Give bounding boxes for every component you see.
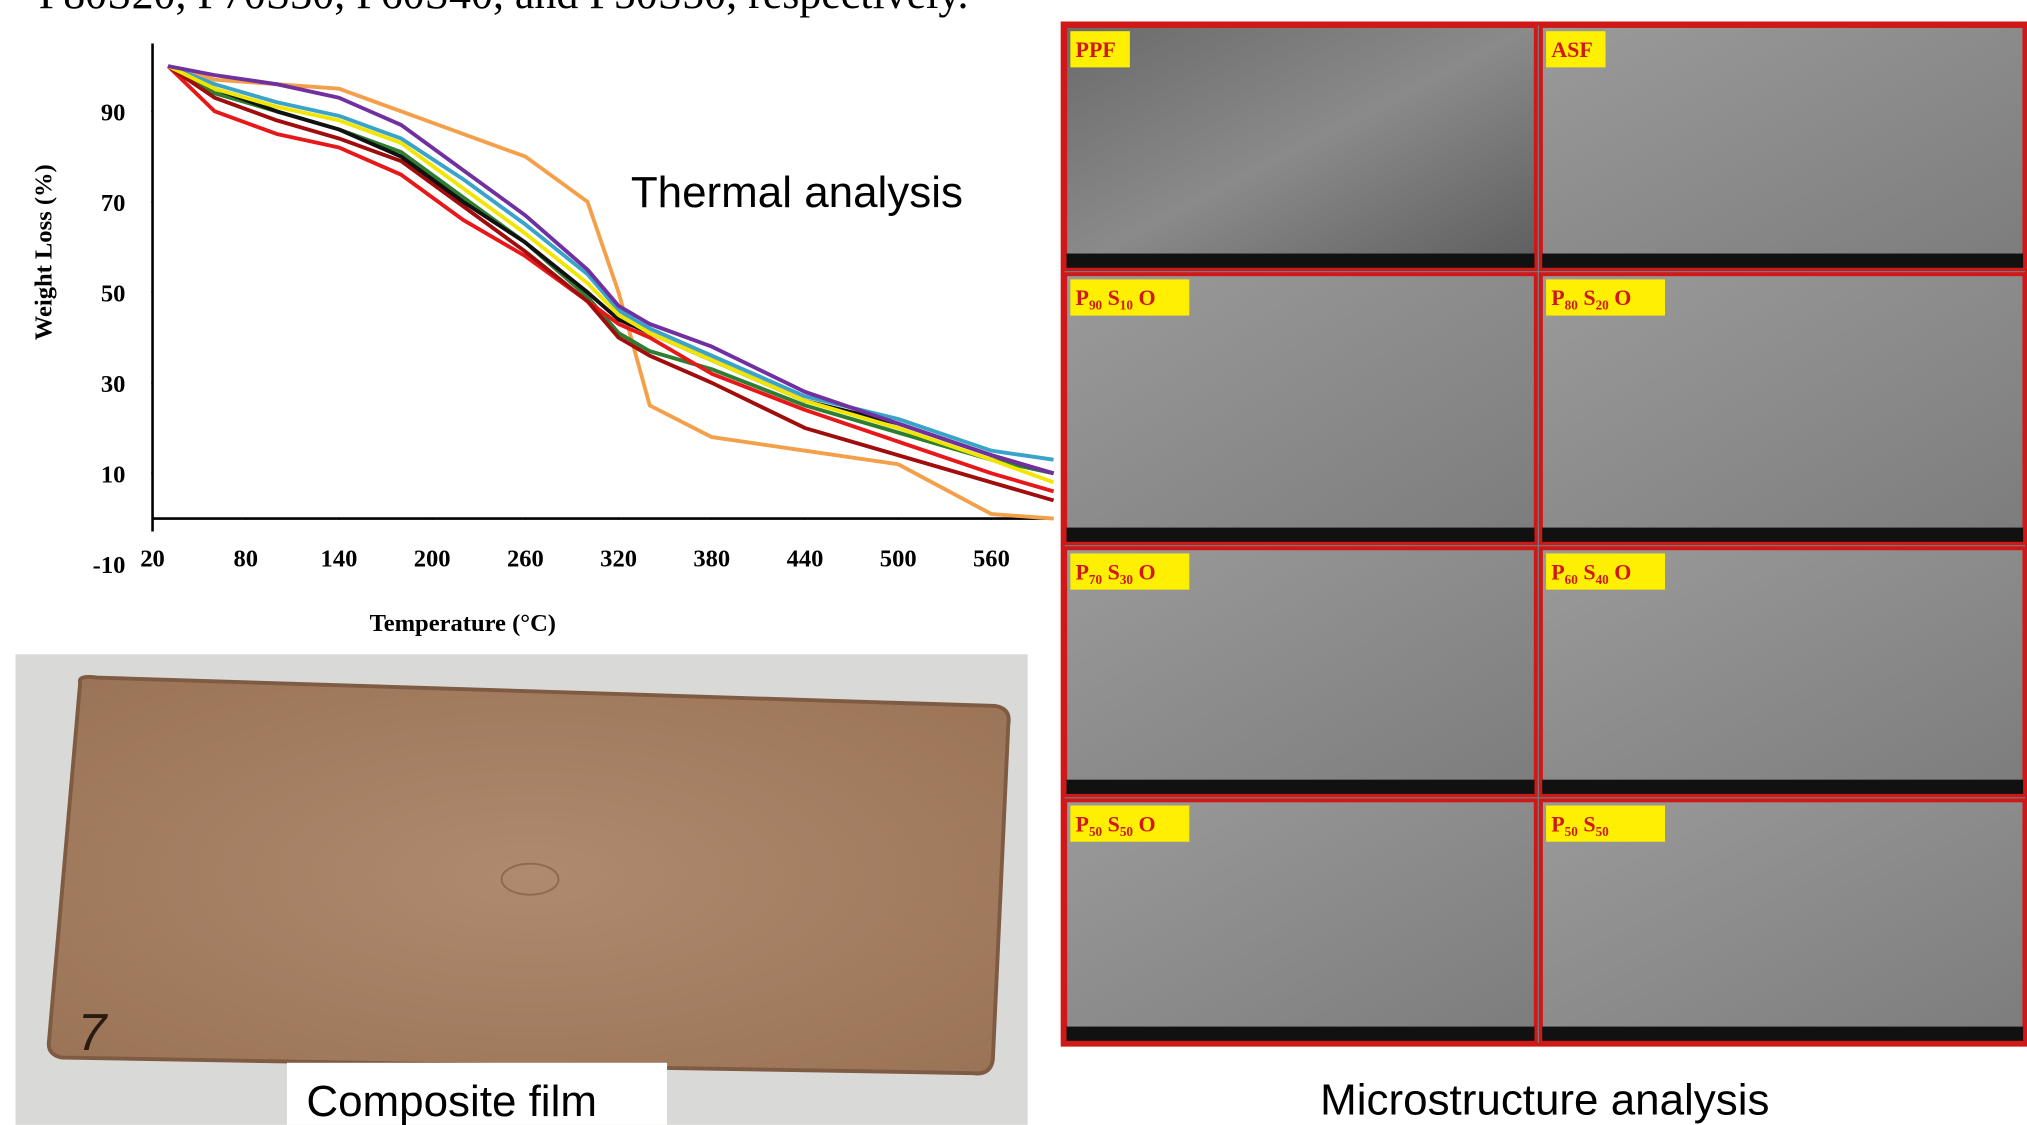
y-axis-title: Weight Loss (%) <box>31 164 58 340</box>
sem-info-bar <box>1542 1027 2023 1041</box>
film-mark: 7 <box>78 1003 109 1061</box>
x-tick-label: 320 <box>600 545 637 572</box>
x-tick-label: 260 <box>507 545 544 572</box>
sem-image <box>1541 26 2024 269</box>
y-tick-label: 50 <box>101 280 126 307</box>
sem-label: P₆₀ S₄₀ O <box>1551 559 1631 584</box>
x-tick-label: 560 <box>973 545 1010 572</box>
caption: Microstructure analysis <box>1320 1075 1769 1124</box>
sem-info-bar <box>1067 1027 1535 1041</box>
sem-info-bar <box>1067 528 1535 542</box>
sem-label: P₈₀ S₂₀ O <box>1551 285 1631 310</box>
thermal-chart: Weight Loss (%) Temperature (°C) Thermal… <box>31 43 1054 637</box>
film-photo: 7 Composite film <box>16 654 1028 1125</box>
sem-label: P₅₀ S₅₀ <box>1551 811 1609 836</box>
x-tick-label: 20 <box>140 545 165 572</box>
series-line <box>168 66 1054 460</box>
y-tick-label: -10 <box>93 552 126 579</box>
sem-info-bar <box>1067 254 1535 268</box>
x-tick-label: 200 <box>414 545 451 572</box>
sem-image <box>1065 26 1536 269</box>
sem-label: P₉₀ S₁₀ O <box>1076 285 1156 310</box>
page: P80S20, P70S30, P60S40, and P50S50, resp… <box>0 0 2027 1125</box>
x-tick-label: 80 <box>233 545 258 572</box>
x-axis-title: Temperature (°C) <box>370 610 556 637</box>
sem-label: P₅₀ S₅₀ O <box>1076 811 1156 836</box>
x-tick-label: 500 <box>880 545 917 572</box>
y-tick-label: 90 <box>101 99 126 126</box>
x-tick-label: 380 <box>693 545 730 572</box>
x-tick-label: 140 <box>321 545 358 572</box>
sem-info-bar <box>1067 780 1535 794</box>
sem-label: PPF <box>1076 37 1116 62</box>
sem-label: P₇₀ S₃₀ O <box>1076 559 1156 584</box>
caption: Composite film <box>306 1077 597 1125</box>
film <box>49 677 1009 1074</box>
sem-info-bar <box>1542 254 2023 268</box>
y-tick-label: 10 <box>101 461 126 488</box>
x-tick-label: 440 <box>787 545 824 572</box>
y-tick-label: 70 <box>101 190 126 217</box>
sem-info-bar <box>1542 780 2023 794</box>
sem-grid: PPF ASF P₉₀ S₁₀ O P₈₀ S₂₀ O P₇₀ S₃₀ O P₆₀ S₄₀… <box>1063 23 2027 1044</box>
sem-label: ASF <box>1551 37 1593 62</box>
sem-info-bar <box>1542 528 2023 542</box>
y-tick-label: 30 <box>101 371 126 398</box>
caption: Thermal analysis <box>631 168 963 217</box>
